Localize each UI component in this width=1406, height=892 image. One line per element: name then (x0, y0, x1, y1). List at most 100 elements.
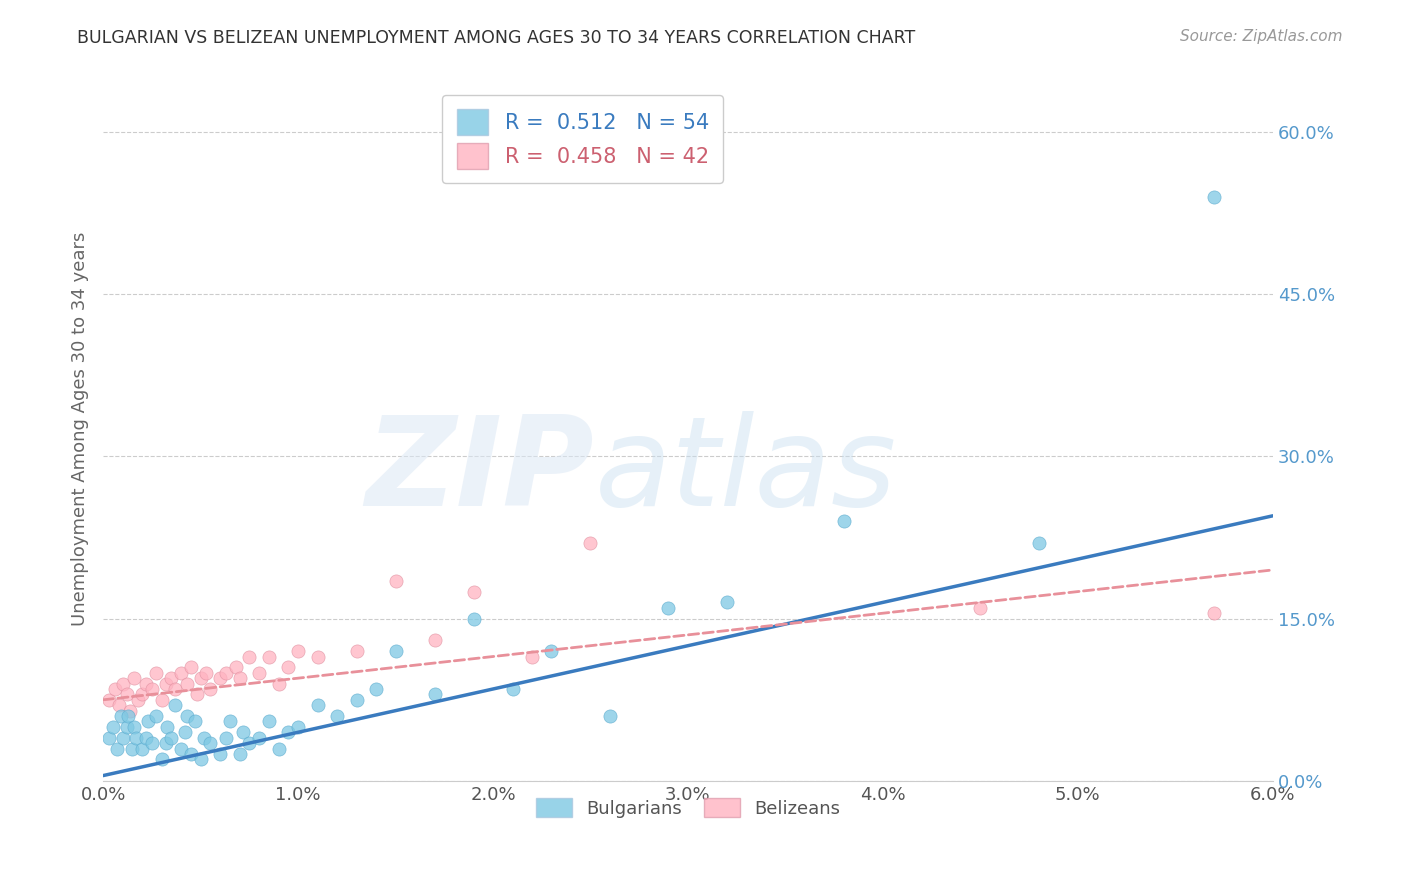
Point (832, 514, 855, 528)
Point (176, 709, 198, 723)
Point (247, 665, 270, 680)
Point (195, 665, 218, 680)
Point (423, 633, 446, 648)
Point (165, 698, 187, 713)
Point (141, 681, 163, 696)
Point (156, 720, 179, 734)
Point (215, 731, 238, 745)
Point (115, 687, 138, 701)
Point (1028, 536, 1050, 550)
Point (247, 731, 270, 745)
Point (307, 649, 329, 664)
Point (127, 693, 149, 707)
Point (599, 709, 621, 723)
Point (121, 741, 143, 756)
Point (120, 704, 142, 718)
Point (111, 731, 134, 745)
Point (111, 676, 134, 690)
Point (267, 741, 290, 756)
Point (540, 644, 562, 658)
Point (502, 681, 524, 696)
Point (1204, 189, 1226, 203)
Point (145, 709, 167, 723)
Point (135, 731, 157, 745)
Point (193, 731, 215, 745)
Point (657, 600, 679, 615)
Point (209, 671, 232, 685)
Point (170, 741, 193, 756)
Point (155, 676, 177, 690)
Point (104, 681, 127, 696)
Point (423, 687, 446, 701)
Point (107, 698, 129, 713)
Point (98, 693, 121, 707)
Point (180, 660, 202, 674)
Point (225, 660, 247, 674)
Point (969, 600, 991, 615)
Point (115, 720, 138, 734)
Point (238, 649, 260, 664)
Point (218, 714, 240, 729)
Point (150, 752, 173, 766)
Point (190, 752, 212, 766)
Point (257, 714, 280, 729)
Point (124, 671, 146, 685)
Point (215, 665, 238, 680)
Point (110, 709, 132, 723)
Point (579, 536, 602, 550)
Point (141, 736, 163, 750)
Point (131, 741, 153, 756)
Point (101, 720, 124, 734)
Point (277, 660, 299, 674)
Point (124, 720, 146, 734)
Point (287, 720, 309, 734)
Point (364, 681, 387, 696)
Point (346, 644, 368, 658)
Point (463, 612, 485, 626)
Point (170, 665, 193, 680)
Point (716, 595, 738, 609)
Text: atlas: atlas (595, 411, 897, 532)
Point (257, 649, 280, 664)
Point (209, 747, 232, 761)
Legend: Bulgarians, Belizeans: Bulgarians, Belizeans (529, 791, 848, 825)
Point (135, 676, 157, 690)
Point (98, 731, 121, 745)
Point (150, 693, 173, 707)
Text: ZIP: ZIP (366, 411, 595, 532)
Point (520, 649, 543, 664)
Point (384, 574, 406, 588)
Point (160, 671, 183, 685)
Point (200, 736, 222, 750)
Point (160, 731, 183, 745)
Y-axis label: Unemployment Among Ages 30 to 34 years: Unemployment Among Ages 30 to 34 years (72, 232, 89, 626)
Point (165, 681, 187, 696)
Point (145, 665, 167, 680)
Point (180, 747, 202, 761)
Point (326, 709, 349, 723)
Point (287, 644, 309, 658)
Point (277, 725, 299, 739)
Point (186, 687, 208, 701)
Point (117, 709, 139, 723)
Point (125, 731, 148, 745)
Point (463, 584, 485, 599)
Point (238, 736, 260, 750)
Point (1204, 606, 1226, 620)
Point (200, 681, 222, 696)
Point (232, 725, 254, 739)
Text: BULGARIAN VS BELIZEAN UNEMPLOYMENT AMONG AGES 30 TO 34 YEARS CORRELATION CHART: BULGARIAN VS BELIZEAN UNEMPLOYMENT AMONG… (77, 29, 915, 46)
Point (384, 644, 406, 658)
Point (190, 671, 212, 685)
Point (307, 698, 329, 713)
Point (184, 714, 207, 729)
Point (228, 747, 250, 761)
Point (176, 676, 198, 690)
Point (105, 741, 128, 756)
Point (174, 725, 197, 739)
Point (228, 671, 250, 685)
Point (155, 736, 177, 750)
Point (346, 693, 368, 707)
Point (131, 687, 153, 701)
Point (136, 714, 159, 729)
